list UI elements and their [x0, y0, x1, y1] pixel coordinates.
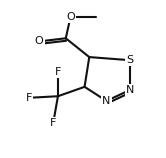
Text: N: N [102, 96, 111, 106]
Text: O: O [66, 12, 75, 22]
Text: O: O [35, 36, 43, 46]
Text: F: F [50, 118, 56, 128]
Text: F: F [55, 67, 61, 77]
Text: N: N [126, 85, 134, 95]
Text: S: S [126, 55, 133, 65]
Text: F: F [26, 93, 32, 103]
